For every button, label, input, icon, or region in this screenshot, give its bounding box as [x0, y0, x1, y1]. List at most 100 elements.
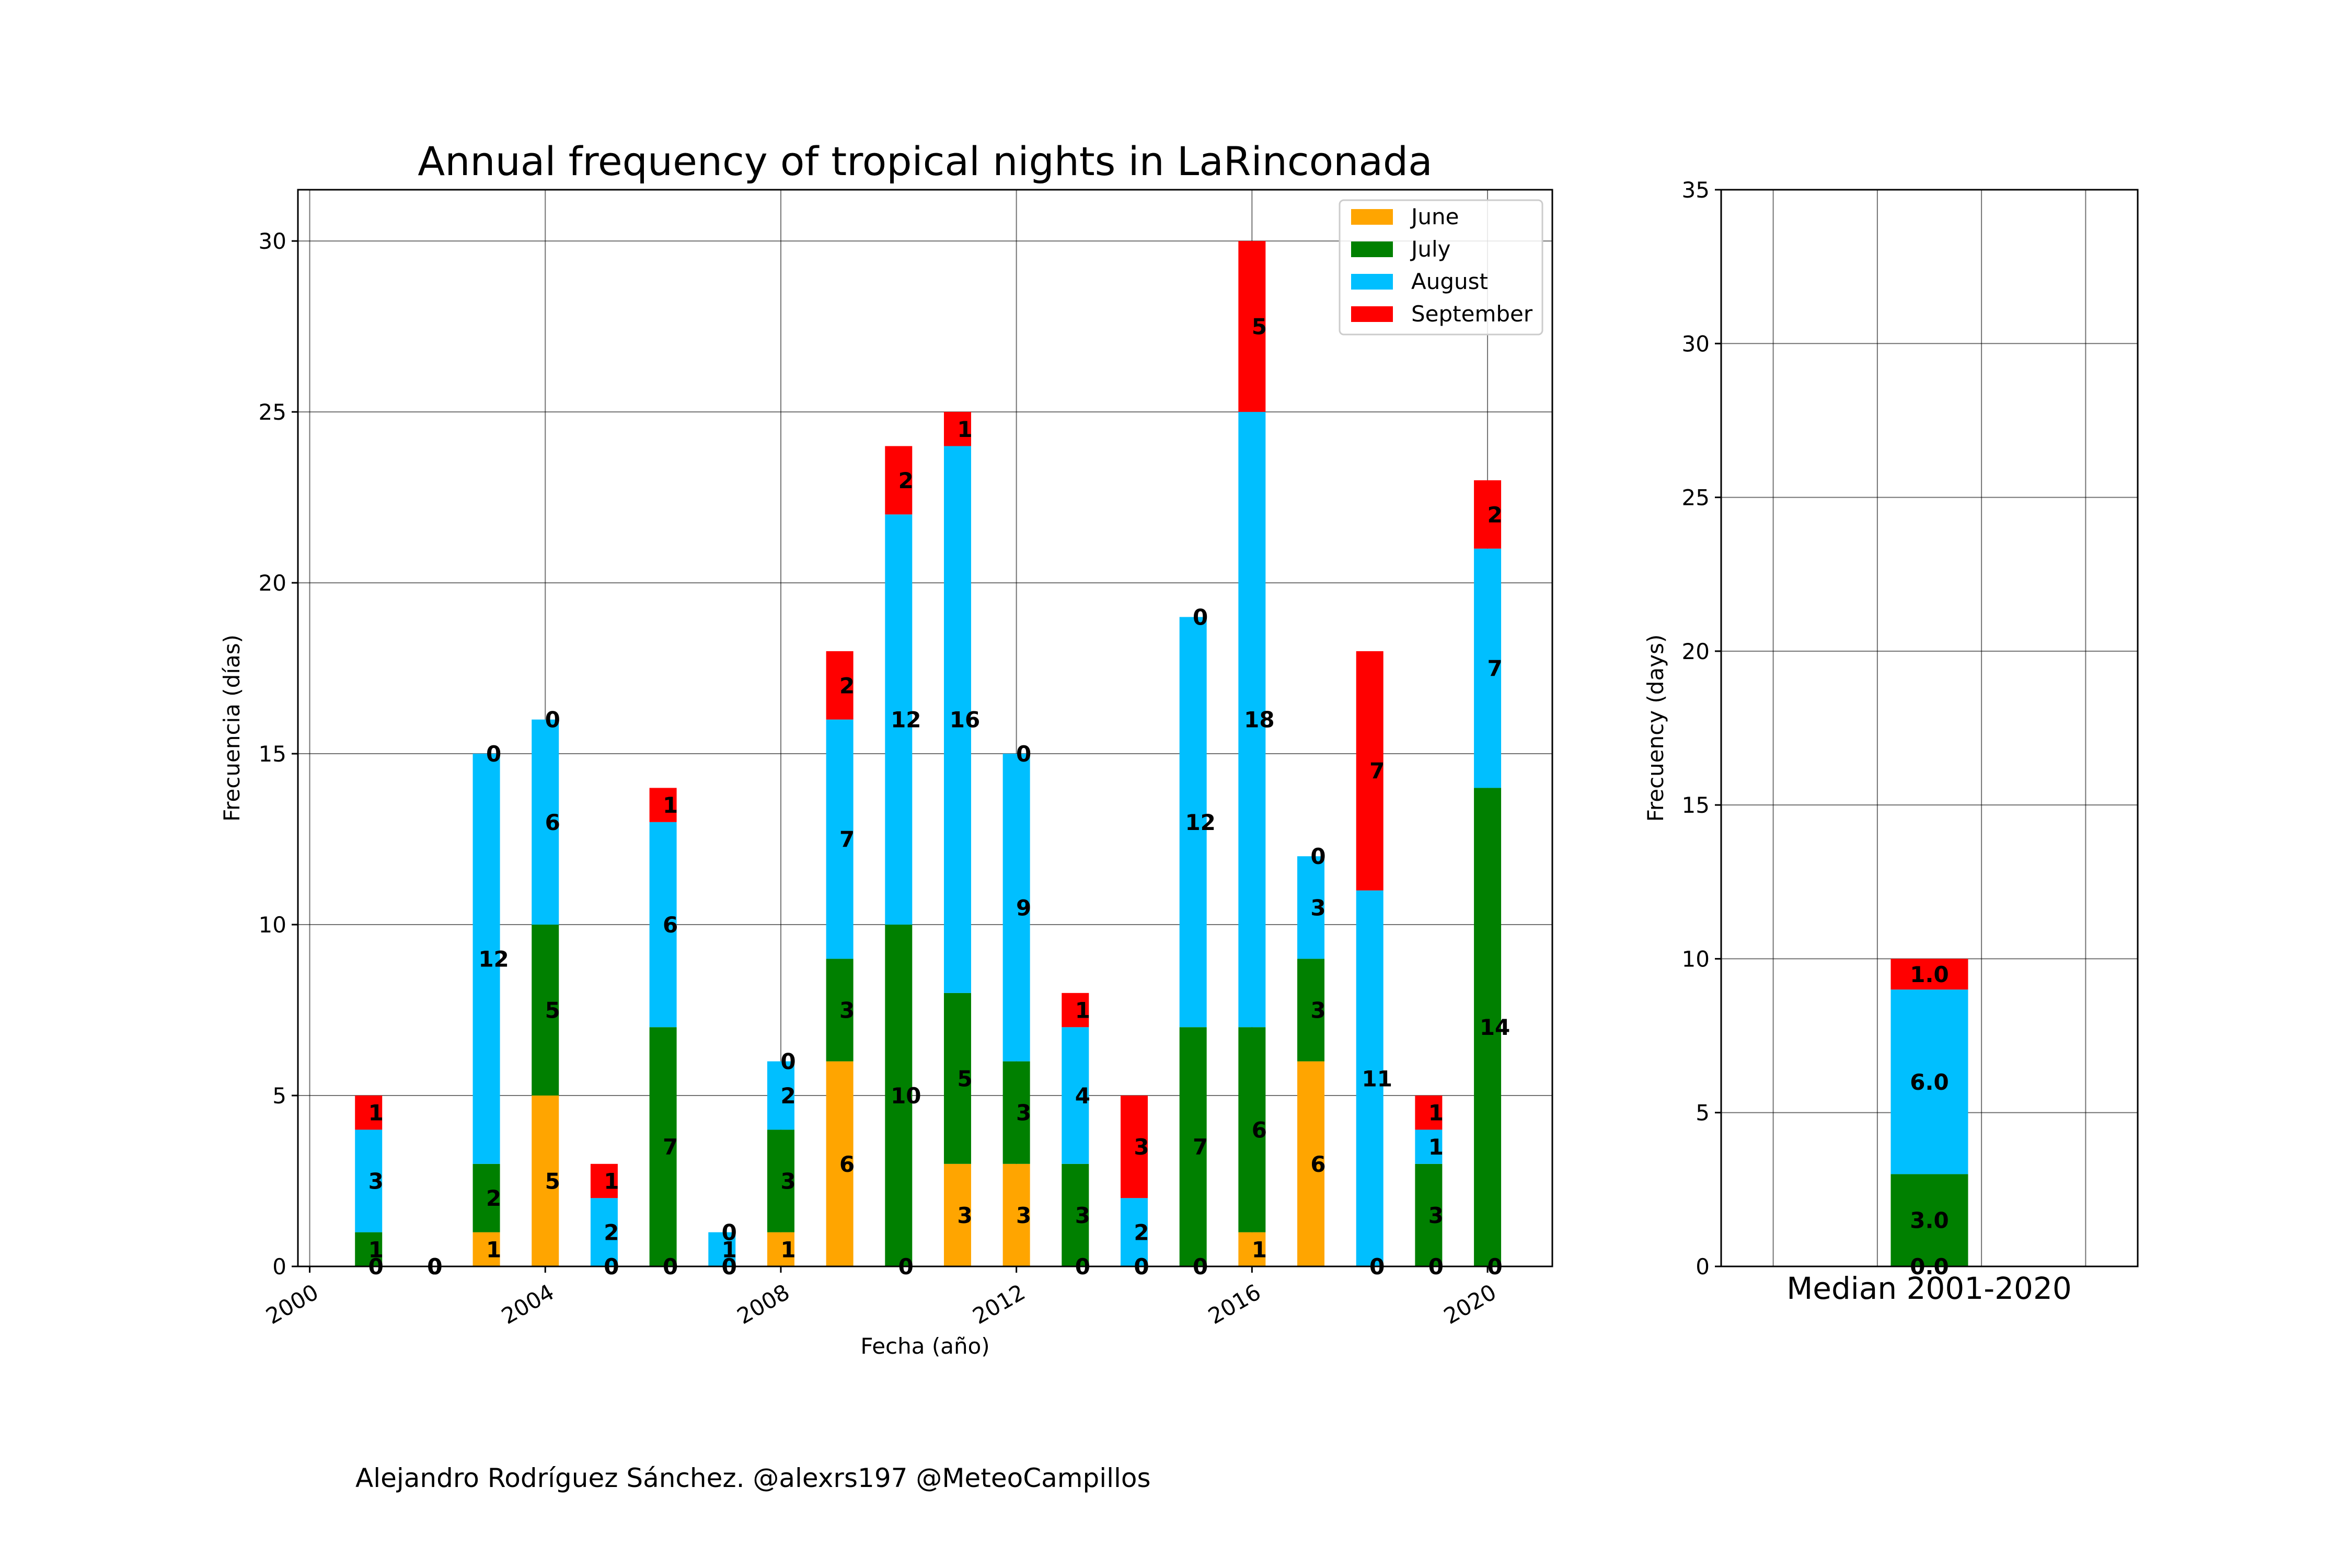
bar-august — [532, 719, 559, 925]
median-y-tick-label: 25 — [1682, 485, 1710, 511]
y-tick-label: 5 — [272, 1083, 286, 1109]
bar-value-label: 3 — [957, 1203, 972, 1228]
x-tick-label: 2020 — [1439, 1279, 1501, 1329]
bar-august — [649, 822, 677, 1028]
bar-value-label: 1 — [663, 792, 678, 818]
bar-july — [826, 959, 854, 1062]
main-bars — [355, 241, 1502, 1266]
bar-june — [1002, 1163, 1030, 1266]
bar-august — [943, 446, 971, 993]
bar-august — [1121, 1198, 1148, 1266]
bar-june — [1238, 1232, 1266, 1266]
median-y-tick-label: 30 — [1682, 331, 1710, 356]
main-plot-frame — [297, 189, 1553, 1267]
median-bar-july — [1890, 1174, 1968, 1266]
bar-value-label: 3 — [1310, 895, 1325, 920]
bar-july — [943, 993, 971, 1164]
median-x-axis-label: Median 2001-2020 — [1786, 1271, 2072, 1306]
median-y-tick-label: 5 — [1696, 1100, 1710, 1126]
bar-august — [1356, 890, 1383, 1266]
bar-value-label: 3 — [839, 998, 855, 1023]
bar-value-label: 0 — [1193, 604, 1208, 630]
bar-june — [767, 1232, 794, 1266]
chart-title: Annual frequency of tropical nights in L… — [418, 138, 1433, 185]
bar-august — [472, 754, 500, 1164]
bar-value-label: 0 — [780, 1049, 795, 1075]
bar-september — [1121, 1096, 1148, 1198]
bar-august — [1474, 548, 1502, 788]
bar-july — [472, 1163, 500, 1232]
bar-july — [355, 1232, 383, 1266]
bar-value-label: 0 — [722, 1220, 737, 1246]
bar-july — [1002, 1061, 1030, 1164]
median-y-axis-label: Frecuency (days) — [1643, 635, 1668, 822]
bar-value-label: 6 — [545, 810, 560, 835]
legend-swatch — [1351, 241, 1393, 257]
bar-value-label: 3 — [780, 1169, 795, 1194]
bar-july — [767, 1129, 794, 1232]
bar-august — [885, 514, 913, 925]
credit-text: Alejandro Rodríguez Sánchez. @alexrs197 … — [355, 1463, 1151, 1493]
bar-july — [1415, 1163, 1443, 1266]
bar-value-label: 5 — [545, 998, 560, 1023]
bar-value-label: 0 — [486, 741, 501, 767]
bar-july — [1297, 959, 1325, 1062]
median-bar-september — [1890, 959, 1968, 990]
bar-value-label: 3 — [1134, 1134, 1149, 1160]
x-tick-label: 2016 — [1204, 1279, 1265, 1329]
bar-august — [1238, 412, 1266, 1028]
bar-value-label: 7 — [1193, 1134, 1208, 1160]
bar-value-label: 1 — [1428, 1100, 1444, 1126]
bar-value-label: 0 — [1016, 741, 1031, 767]
bar-value-label: 7 — [839, 827, 855, 852]
bar-value-label: 6 — [1310, 1151, 1325, 1177]
median-bars — [1890, 959, 1968, 1266]
bar-value-label: 1 — [486, 1237, 501, 1262]
bar-value-label: 12 — [891, 707, 921, 733]
bar-june — [1297, 1061, 1325, 1266]
bar-july — [885, 925, 913, 1266]
bar-value-label: 12 — [478, 946, 509, 972]
median-y-tick-label: 15 — [1682, 792, 1710, 818]
median-axis-ticks: 0 5 10 15 20 25 30 35 — [1682, 177, 1721, 1279]
bar-value-label: 2 — [839, 673, 855, 698]
bar-value-label: 11 — [1362, 1066, 1392, 1091]
bar-september — [943, 412, 971, 446]
bar-september — [826, 651, 854, 720]
bar-value-label: 7 — [1487, 656, 1502, 682]
bar-value-label: 7 — [663, 1134, 678, 1160]
bar-june — [943, 1163, 971, 1266]
bar-value-label: 1 — [722, 1237, 737, 1262]
bar-value-label: 1 — [780, 1237, 795, 1262]
bar-value-label: 0 — [1310, 844, 1325, 869]
bar-value-label: 14 — [1480, 1014, 1510, 1040]
bar-value-label: 6 — [839, 1151, 855, 1177]
y-tick-label: 20 — [259, 570, 286, 596]
y-tick-label: 10 — [259, 912, 286, 938]
bar-september — [355, 1096, 383, 1130]
bar-july — [649, 1027, 677, 1266]
bar-july — [1474, 788, 1502, 1266]
bar-july — [1238, 1027, 1266, 1232]
bar-value-label: 1 — [604, 1169, 619, 1194]
bar-august — [1179, 617, 1207, 1028]
legend-label: July — [1410, 236, 1451, 262]
legend-box — [1339, 199, 1543, 336]
bar-value-label: 1 — [1428, 1134, 1444, 1160]
bar-september — [1238, 241, 1266, 412]
main-chart: 0131000012120556000210761001013206372010… — [219, 138, 1553, 1359]
bar-value-label: 0 — [545, 707, 560, 733]
median-y-tick-label: 10 — [1682, 946, 1710, 972]
bar-september — [1415, 1096, 1443, 1130]
bar-july — [532, 925, 559, 1096]
bar-value-label: 2 — [1487, 502, 1502, 527]
legend-label: September — [1411, 301, 1533, 327]
bar-value-label: 3 — [1016, 1100, 1031, 1126]
bar-value-label: 3 — [1428, 1203, 1444, 1228]
legend: June July August September — [1339, 199, 1543, 336]
bar-value-label: 3 — [1016, 1203, 1031, 1228]
bar-august — [1297, 856, 1325, 959]
median-bar-value-label: 1.0 — [1910, 962, 1949, 987]
legend-swatch — [1351, 209, 1393, 225]
